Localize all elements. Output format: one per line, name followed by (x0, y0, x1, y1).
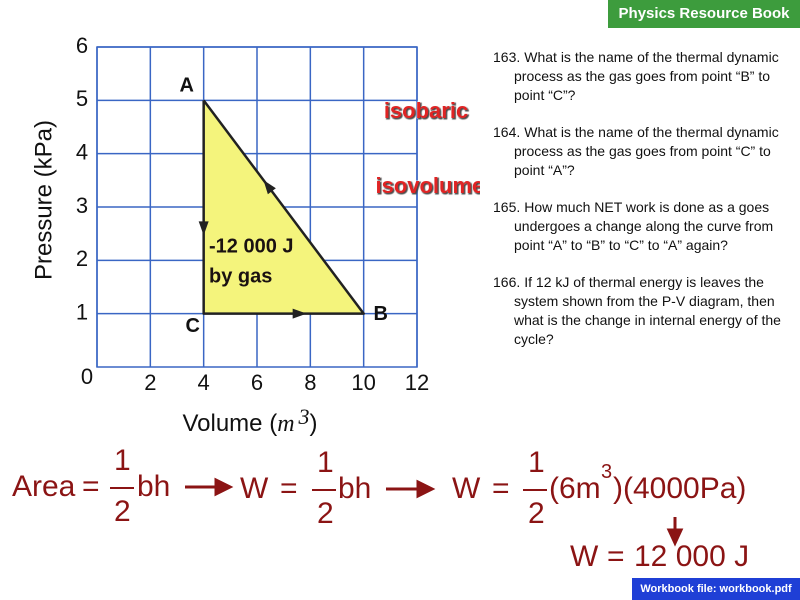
eq-den: 2 (114, 495, 131, 528)
eq-num: 1 (528, 446, 545, 479)
eq-op: = (82, 470, 100, 503)
question: 166. If 12 kJ of thermal energy is leaves… (493, 273, 793, 349)
point-label: A (179, 75, 193, 97)
result-rhs: 12 000 J (634, 540, 750, 573)
eq-exponent: 3 (601, 461, 613, 483)
y-tick-label: 5 (76, 86, 88, 111)
eq-num: 1 (114, 444, 131, 477)
question: 163. What is the name of the thermal dyna… (493, 48, 793, 105)
fraction-bar (312, 489, 336, 491)
x-tick-label: 8 (304, 370, 316, 395)
header-title: Physics Resource Book (608, 0, 800, 28)
question-number: 163. (493, 49, 521, 65)
eq-rhs: bh (137, 470, 171, 503)
arrow-head (214, 477, 234, 497)
y-tick-label: 1 (76, 299, 88, 324)
x-axis-label: Volume (m 3) (182, 404, 317, 437)
result-lhs: W (570, 540, 599, 573)
direction-arrow (292, 308, 307, 319)
question-number: 164. (493, 124, 521, 140)
cycle-path (202, 99, 365, 315)
eq-rhs-tail: )(4000Pa) (613, 472, 747, 505)
question-text: What is the name of the thermal dynamic … (514, 124, 779, 178)
eq-den: 2 (528, 497, 545, 530)
process-label: isovolumetric (375, 173, 480, 198)
y-axis-label: Pressure (kPa) (30, 120, 57, 280)
question-text: What is the name of the thermal dynamic … (514, 49, 779, 103)
question-text: How much NET work is done as a goes unde… (514, 199, 774, 253)
fraction-bar (110, 487, 134, 489)
x-tick-label: 0 (81, 364, 93, 389)
eq-rhs: bh (338, 472, 372, 505)
arrow-head (416, 479, 436, 499)
x-axis-label-unit: m (277, 411, 294, 437)
eq-lhs: W (240, 472, 269, 505)
y-tick-label: 6 (76, 33, 88, 58)
x-tick-label: 4 (198, 370, 210, 395)
point-label: C (185, 315, 199, 337)
x-tick-label: 6 (251, 370, 263, 395)
x-axis-label-exponent: 3 (298, 404, 310, 429)
footer: Workbook file: workbook.pdf (632, 578, 800, 600)
eq-lhs: Area (12, 470, 76, 503)
question: 165. How much NET work is done as a goes … (493, 198, 793, 255)
eq-op: = (280, 472, 298, 505)
result-op: = (607, 540, 625, 573)
direction-arrow (198, 221, 209, 236)
work-label: by gas (209, 265, 272, 287)
eq-op: = (492, 472, 510, 505)
questions: 163. What is the name of the thermal dyna… (493, 48, 793, 367)
question: 164. What is the name of the thermal dyna… (493, 123, 793, 180)
direction-arrow (263, 180, 276, 195)
eq-den: 2 (317, 497, 334, 530)
question-text: If 12 kJ of thermal energy is leaves the… (514, 274, 781, 347)
question-number: 165. (493, 199, 521, 215)
x-axis-label-text: Volume ( (182, 410, 277, 437)
process-label: isobaric (384, 98, 468, 123)
x-tick-label: 10 (351, 370, 375, 395)
y-tick-label: 2 (76, 246, 88, 271)
point-label: B (373, 303, 387, 325)
x-tick-label: 12 (405, 370, 429, 395)
x-tick-label: 2 (144, 370, 156, 395)
y-tick-label: 4 (76, 139, 88, 164)
eq-rhs: (6m (549, 472, 601, 505)
x-axis-label-close: ) (310, 410, 318, 437)
y-tick-label: 3 (76, 193, 88, 218)
work-label: -12 000 J (209, 235, 294, 257)
fraction-bar (523, 489, 547, 491)
eq-lhs: W (452, 472, 481, 505)
question-number: 166. (493, 274, 521, 290)
eq-num: 1 (317, 446, 334, 479)
